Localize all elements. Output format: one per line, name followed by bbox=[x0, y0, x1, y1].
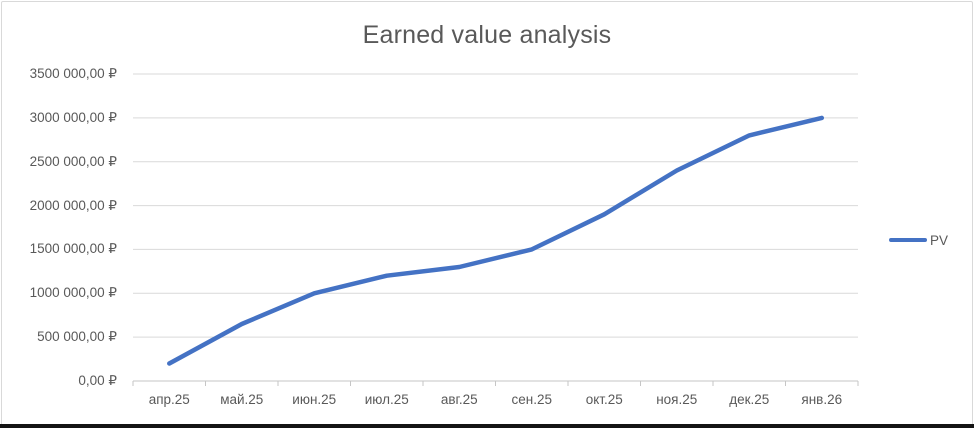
bottom-border bbox=[0, 424, 974, 428]
x-axis-label: янв.26 bbox=[801, 392, 843, 407]
y-axis-label: 500 000,00 ₽ bbox=[37, 329, 117, 345]
y-axis-label: 0,00 ₽ bbox=[78, 373, 117, 388]
x-axis-label: окт.25 bbox=[585, 392, 623, 407]
x-axis-label: авг.25 bbox=[440, 392, 478, 407]
x-axis-label: дек.25 bbox=[729, 392, 770, 407]
y-axis-label: 2000 000,00 ₽ bbox=[29, 197, 117, 213]
legend[interactable]: PV bbox=[889, 232, 948, 248]
x-axis-label: ноя.25 bbox=[656, 392, 698, 407]
x-axis-label: апр.25 bbox=[148, 392, 190, 407]
x-axis-label: май.25 bbox=[220, 392, 264, 407]
x-axis-label: сен.25 bbox=[511, 392, 552, 407]
legend-label-pv: PV bbox=[930, 232, 949, 248]
x-axis-label: июл.25 bbox=[364, 392, 409, 407]
series-line-pv[interactable] bbox=[167, 115, 825, 366]
y-axis-label: 1000 000,00 ₽ bbox=[29, 285, 117, 301]
y-axis-label: 1500 000,00 ₽ bbox=[29, 241, 117, 257]
y-axis-label: 3000 000,00 ₽ bbox=[29, 109, 117, 125]
chart-title: Earned value analysis bbox=[362, 21, 612, 49]
y-axis-label: 2500 000,00 ₽ bbox=[29, 153, 117, 169]
x-axis-label: июн.25 bbox=[292, 392, 337, 407]
y-axis-label: 3500 000,00 ₽ bbox=[29, 66, 117, 81]
legend-line-swatch-pv bbox=[889, 238, 927, 242]
